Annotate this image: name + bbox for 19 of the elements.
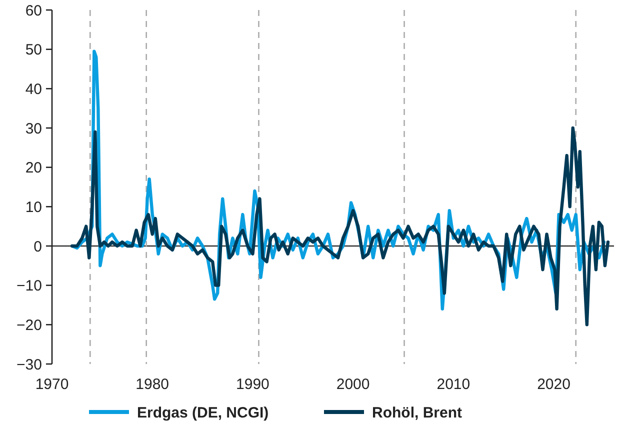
x-tick-label: 2010: [436, 376, 470, 393]
y-tick-label: 50: [25, 42, 42, 59]
y-tick-label: 40: [25, 80, 42, 98]
y-tick-label: 10: [25, 198, 42, 216]
y-tick-label: −10: [16, 278, 42, 295]
y-tick-label: 30: [25, 120, 42, 138]
y-tick-label: −30: [16, 356, 42, 374]
y-tick-label: −20: [16, 316, 42, 334]
legend-label: Erdgas (DE, NCGI): [137, 404, 269, 422]
y-tick-label: 60: [25, 2, 42, 20]
x-tick-label: 2020: [537, 376, 570, 393]
x-tick-label: 2000: [336, 376, 370, 393]
line-series: [70, 126, 610, 326]
y-tick-label: 0: [34, 238, 42, 256]
x-tick-label: 1990: [236, 376, 270, 393]
legend-label: Rohöl, Brent: [372, 404, 462, 422]
x-tick-label: 1970: [35, 376, 69, 393]
y-tick-label: 20: [25, 160, 42, 177]
x-tick-label: 1980: [136, 376, 170, 393]
